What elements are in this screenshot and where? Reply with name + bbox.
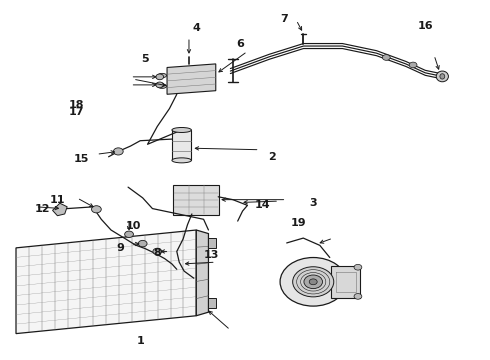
Text: 4: 4 <box>193 23 200 33</box>
Polygon shape <box>196 230 208 316</box>
Polygon shape <box>208 297 216 308</box>
Circle shape <box>293 267 334 297</box>
Circle shape <box>304 275 322 289</box>
Circle shape <box>280 257 346 306</box>
Circle shape <box>409 62 417 68</box>
Polygon shape <box>52 203 67 216</box>
Text: 5: 5 <box>141 54 149 64</box>
Text: 18: 18 <box>69 100 85 110</box>
Text: 10: 10 <box>125 221 141 231</box>
Text: 9: 9 <box>117 243 124 253</box>
Text: 1: 1 <box>136 336 144 346</box>
FancyBboxPatch shape <box>173 185 219 215</box>
Polygon shape <box>16 230 196 334</box>
Circle shape <box>138 240 147 247</box>
Circle shape <box>309 279 317 285</box>
Text: 7: 7 <box>280 14 288 24</box>
Text: 14: 14 <box>254 200 270 210</box>
Circle shape <box>124 231 133 238</box>
Text: 2: 2 <box>268 152 276 162</box>
Polygon shape <box>172 130 192 160</box>
Circle shape <box>156 82 164 88</box>
Text: 15: 15 <box>74 154 90 163</box>
Text: 3: 3 <box>309 198 317 208</box>
Text: 16: 16 <box>417 21 433 31</box>
Polygon shape <box>208 238 216 248</box>
Ellipse shape <box>440 74 445 79</box>
Polygon shape <box>167 64 216 94</box>
Text: 13: 13 <box>203 250 219 260</box>
Ellipse shape <box>436 71 448 82</box>
Ellipse shape <box>158 84 167 88</box>
Circle shape <box>382 55 390 60</box>
Circle shape <box>354 264 362 270</box>
Polygon shape <box>331 266 360 298</box>
Circle shape <box>354 293 362 299</box>
Circle shape <box>92 206 101 213</box>
Circle shape <box>156 74 164 80</box>
Text: 19: 19 <box>291 218 306 228</box>
Text: 12: 12 <box>35 203 50 213</box>
Text: 17: 17 <box>69 107 85 117</box>
Text: 8: 8 <box>153 248 161 258</box>
Ellipse shape <box>158 73 167 78</box>
Text: 11: 11 <box>49 195 65 204</box>
Ellipse shape <box>172 158 192 163</box>
Circle shape <box>114 148 123 155</box>
Ellipse shape <box>172 127 192 132</box>
Text: 6: 6 <box>236 39 244 49</box>
Circle shape <box>153 248 162 255</box>
